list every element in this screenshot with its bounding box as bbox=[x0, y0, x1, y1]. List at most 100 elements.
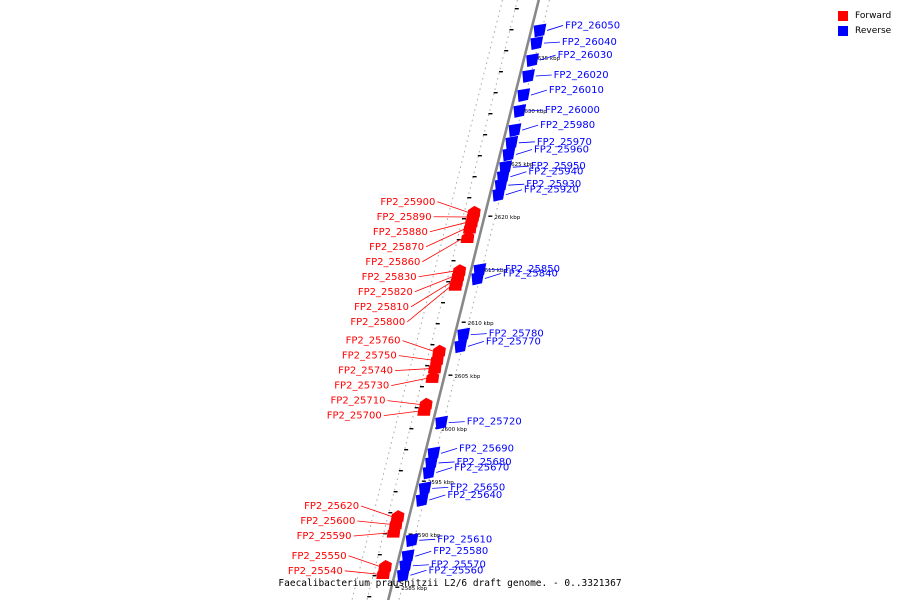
guide-dot bbox=[401, 400, 403, 402]
guide-dot bbox=[366, 540, 368, 543]
guide-dot bbox=[453, 192, 455, 194]
guide-dot bbox=[362, 556, 364, 558]
guide-dot bbox=[455, 244, 457, 246]
guide-dot bbox=[488, 114, 490, 116]
gene-label-fp2-26000: FP2_26000 bbox=[545, 105, 600, 116]
strand-legend: Forward Reverse bbox=[838, 8, 891, 38]
legend-forward: Forward bbox=[838, 8, 891, 23]
gene-label-fp2-25620: FP2_25620 bbox=[304, 501, 359, 512]
guide-dot bbox=[398, 410, 400, 413]
guide-dot bbox=[460, 353, 462, 356]
guide-dot bbox=[506, 41, 508, 44]
guide-dot bbox=[432, 275, 434, 278]
guide-dot bbox=[392, 436, 394, 439]
guide-dot bbox=[495, 83, 497, 85]
guide-dot bbox=[535, 52, 537, 54]
leader-line bbox=[360, 505, 394, 518]
scale-tick-label: 2590 kbp bbox=[415, 533, 441, 539]
guide-dot bbox=[390, 442, 392, 444]
reverse-swatch bbox=[838, 25, 848, 36]
gene-label-fp2-25760: FP2_25760 bbox=[346, 336, 401, 347]
guide-dot bbox=[474, 109, 476, 111]
guide-dot bbox=[372, 514, 374, 517]
guide-dot bbox=[458, 171, 460, 174]
guide-dot bbox=[445, 286, 447, 288]
guide-dot bbox=[437, 442, 439, 444]
guide-dot bbox=[475, 166, 477, 168]
guide-dot bbox=[386, 457, 388, 460]
gene-arrow-fp2-26020 bbox=[522, 69, 535, 83]
leader-line bbox=[521, 124, 539, 131]
minor-tick bbox=[425, 365, 430, 367]
legend-reverse: Reverse bbox=[838, 23, 891, 38]
guide-dot bbox=[494, 88, 496, 90]
guide-dot bbox=[421, 379, 423, 382]
guide-dot bbox=[400, 592, 402, 595]
gene-label-fp2-25900: FP2_25900 bbox=[380, 197, 435, 208]
gene-label-fp2-25700: FP2_25700 bbox=[327, 411, 382, 422]
guide-dot bbox=[483, 72, 485, 75]
gene-arrow-fp2-26050 bbox=[533, 23, 547, 38]
minor-tick bbox=[430, 344, 435, 346]
scale-ticks: 2635 kbp 2630 kbp 2625 kbp 2620 kbp 2615 kbp… bbox=[395, 56, 561, 592]
guide-dot bbox=[355, 582, 357, 584]
guide-dot bbox=[405, 442, 407, 444]
guide-dot bbox=[375, 561, 377, 564]
minor-tick bbox=[393, 491, 398, 493]
leader-line bbox=[383, 410, 420, 417]
minor-tick bbox=[409, 428, 414, 430]
guide-dot bbox=[428, 353, 430, 356]
guide-dot bbox=[384, 468, 386, 470]
gene-label-fp2-25540: FP2_25540 bbox=[288, 566, 343, 577]
guide-dot bbox=[420, 322, 422, 324]
guide-dot bbox=[356, 577, 358, 579]
guide-dot bbox=[477, 156, 479, 158]
guide-dot bbox=[486, 249, 488, 252]
leader-line bbox=[398, 355, 433, 361]
gene-label-fp2-25980: FP2_25980 bbox=[540, 120, 595, 131]
gene-arrow-fp2-25730 bbox=[425, 371, 440, 383]
leader-line bbox=[530, 89, 548, 96]
guide-dot bbox=[390, 504, 392, 506]
guide-dot bbox=[454, 249, 456, 252]
gene-arrow-fp2-25760 bbox=[432, 344, 446, 357]
guide-dot bbox=[441, 239, 443, 241]
guide-dot bbox=[394, 426, 396, 428]
guide-dot bbox=[423, 312, 425, 314]
guide-dot bbox=[398, 598, 400, 600]
leader-line bbox=[486, 268, 504, 271]
gene-label-fp2-25780: FP2_25780 bbox=[489, 329, 544, 340]
gene-arrow-fp2-26000 bbox=[513, 104, 527, 118]
gene-label-fp2-25710: FP2_25710 bbox=[331, 396, 386, 407]
guide-dot bbox=[457, 364, 459, 366]
guide-dot bbox=[446, 218, 448, 220]
gene-labels: FP2_26050 FP2_26040 FP2_26030 FP2_26020 FP2_… bbox=[288, 20, 620, 576]
guide-dot bbox=[447, 275, 449, 278]
scale-tick-mark bbox=[461, 321, 466, 323]
leader-line bbox=[508, 183, 525, 186]
guide-dot bbox=[408, 431, 410, 434]
guide-dot bbox=[515, 5, 517, 7]
scale-tick-mark bbox=[408, 533, 413, 535]
guide-dot bbox=[452, 197, 454, 200]
genome-caption: Faecalibacterium prausnitzii L2/6 draft … bbox=[278, 578, 622, 589]
guide-dot bbox=[493, 31, 495, 33]
guide-dot bbox=[474, 296, 476, 298]
guide-dot bbox=[469, 187, 471, 189]
guide-dot bbox=[409, 426, 411, 428]
guide-dot bbox=[364, 546, 366, 548]
guide-dot bbox=[496, 208, 498, 210]
guide-dot bbox=[502, 57, 504, 59]
gene-label-fp2-25810: FP2_25810 bbox=[354, 302, 409, 313]
leader-line bbox=[543, 41, 560, 44]
gene-arrow-fp2-25980 bbox=[508, 123, 522, 137]
guide-dot bbox=[425, 364, 427, 366]
guide-dot bbox=[464, 208, 466, 210]
guide-dot bbox=[487, 244, 489, 246]
guide-dot bbox=[415, 343, 417, 345]
forward-swatch bbox=[838, 10, 848, 21]
leader-line bbox=[410, 569, 427, 576]
guide-dot bbox=[531, 67, 533, 70]
label-leader-lines bbox=[344, 25, 564, 576]
